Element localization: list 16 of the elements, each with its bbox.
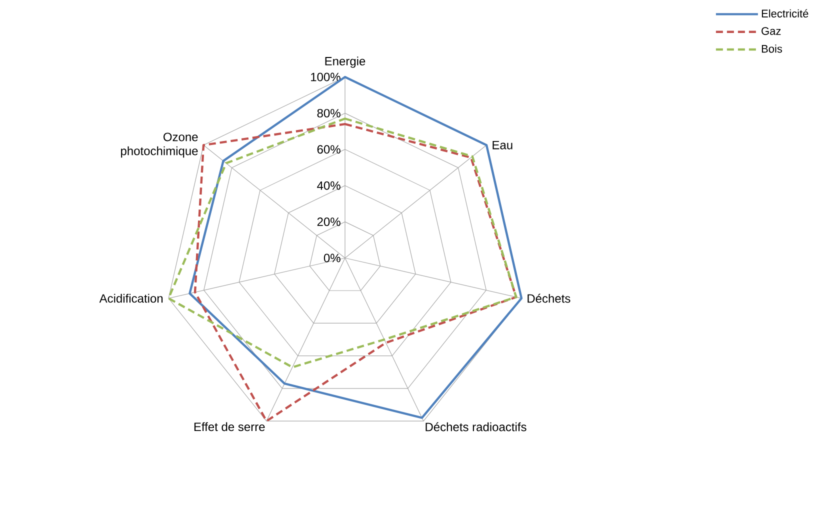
- y-tick-label: 20%: [317, 218, 340, 226]
- spoke-label: Effet de serre: [194, 422, 265, 432]
- spoke-label: Ozone photochimique: [121, 132, 198, 158]
- y-tick-label: 0%: [324, 254, 340, 262]
- y-tick-label: 60%: [317, 145, 340, 154]
- legend-label: Gaz: [762, 27, 781, 35]
- spoke-label: Déchets: [528, 294, 570, 303]
- legend-label: Bois: [762, 44, 782, 53]
- y-tick-label: 100%: [311, 72, 340, 82]
- spoke-label: Eau: [492, 140, 512, 150]
- spoke-label: Acidification: [99, 294, 163, 303]
- y-tick-label: 80%: [317, 108, 340, 118]
- y-tick-label: 40%: [317, 181, 340, 190]
- spoke-label: Energie: [325, 56, 366, 68]
- legend-label: Electricité: [762, 9, 808, 18]
- spoke-label: Déchets radioactifs: [426, 422, 526, 432]
